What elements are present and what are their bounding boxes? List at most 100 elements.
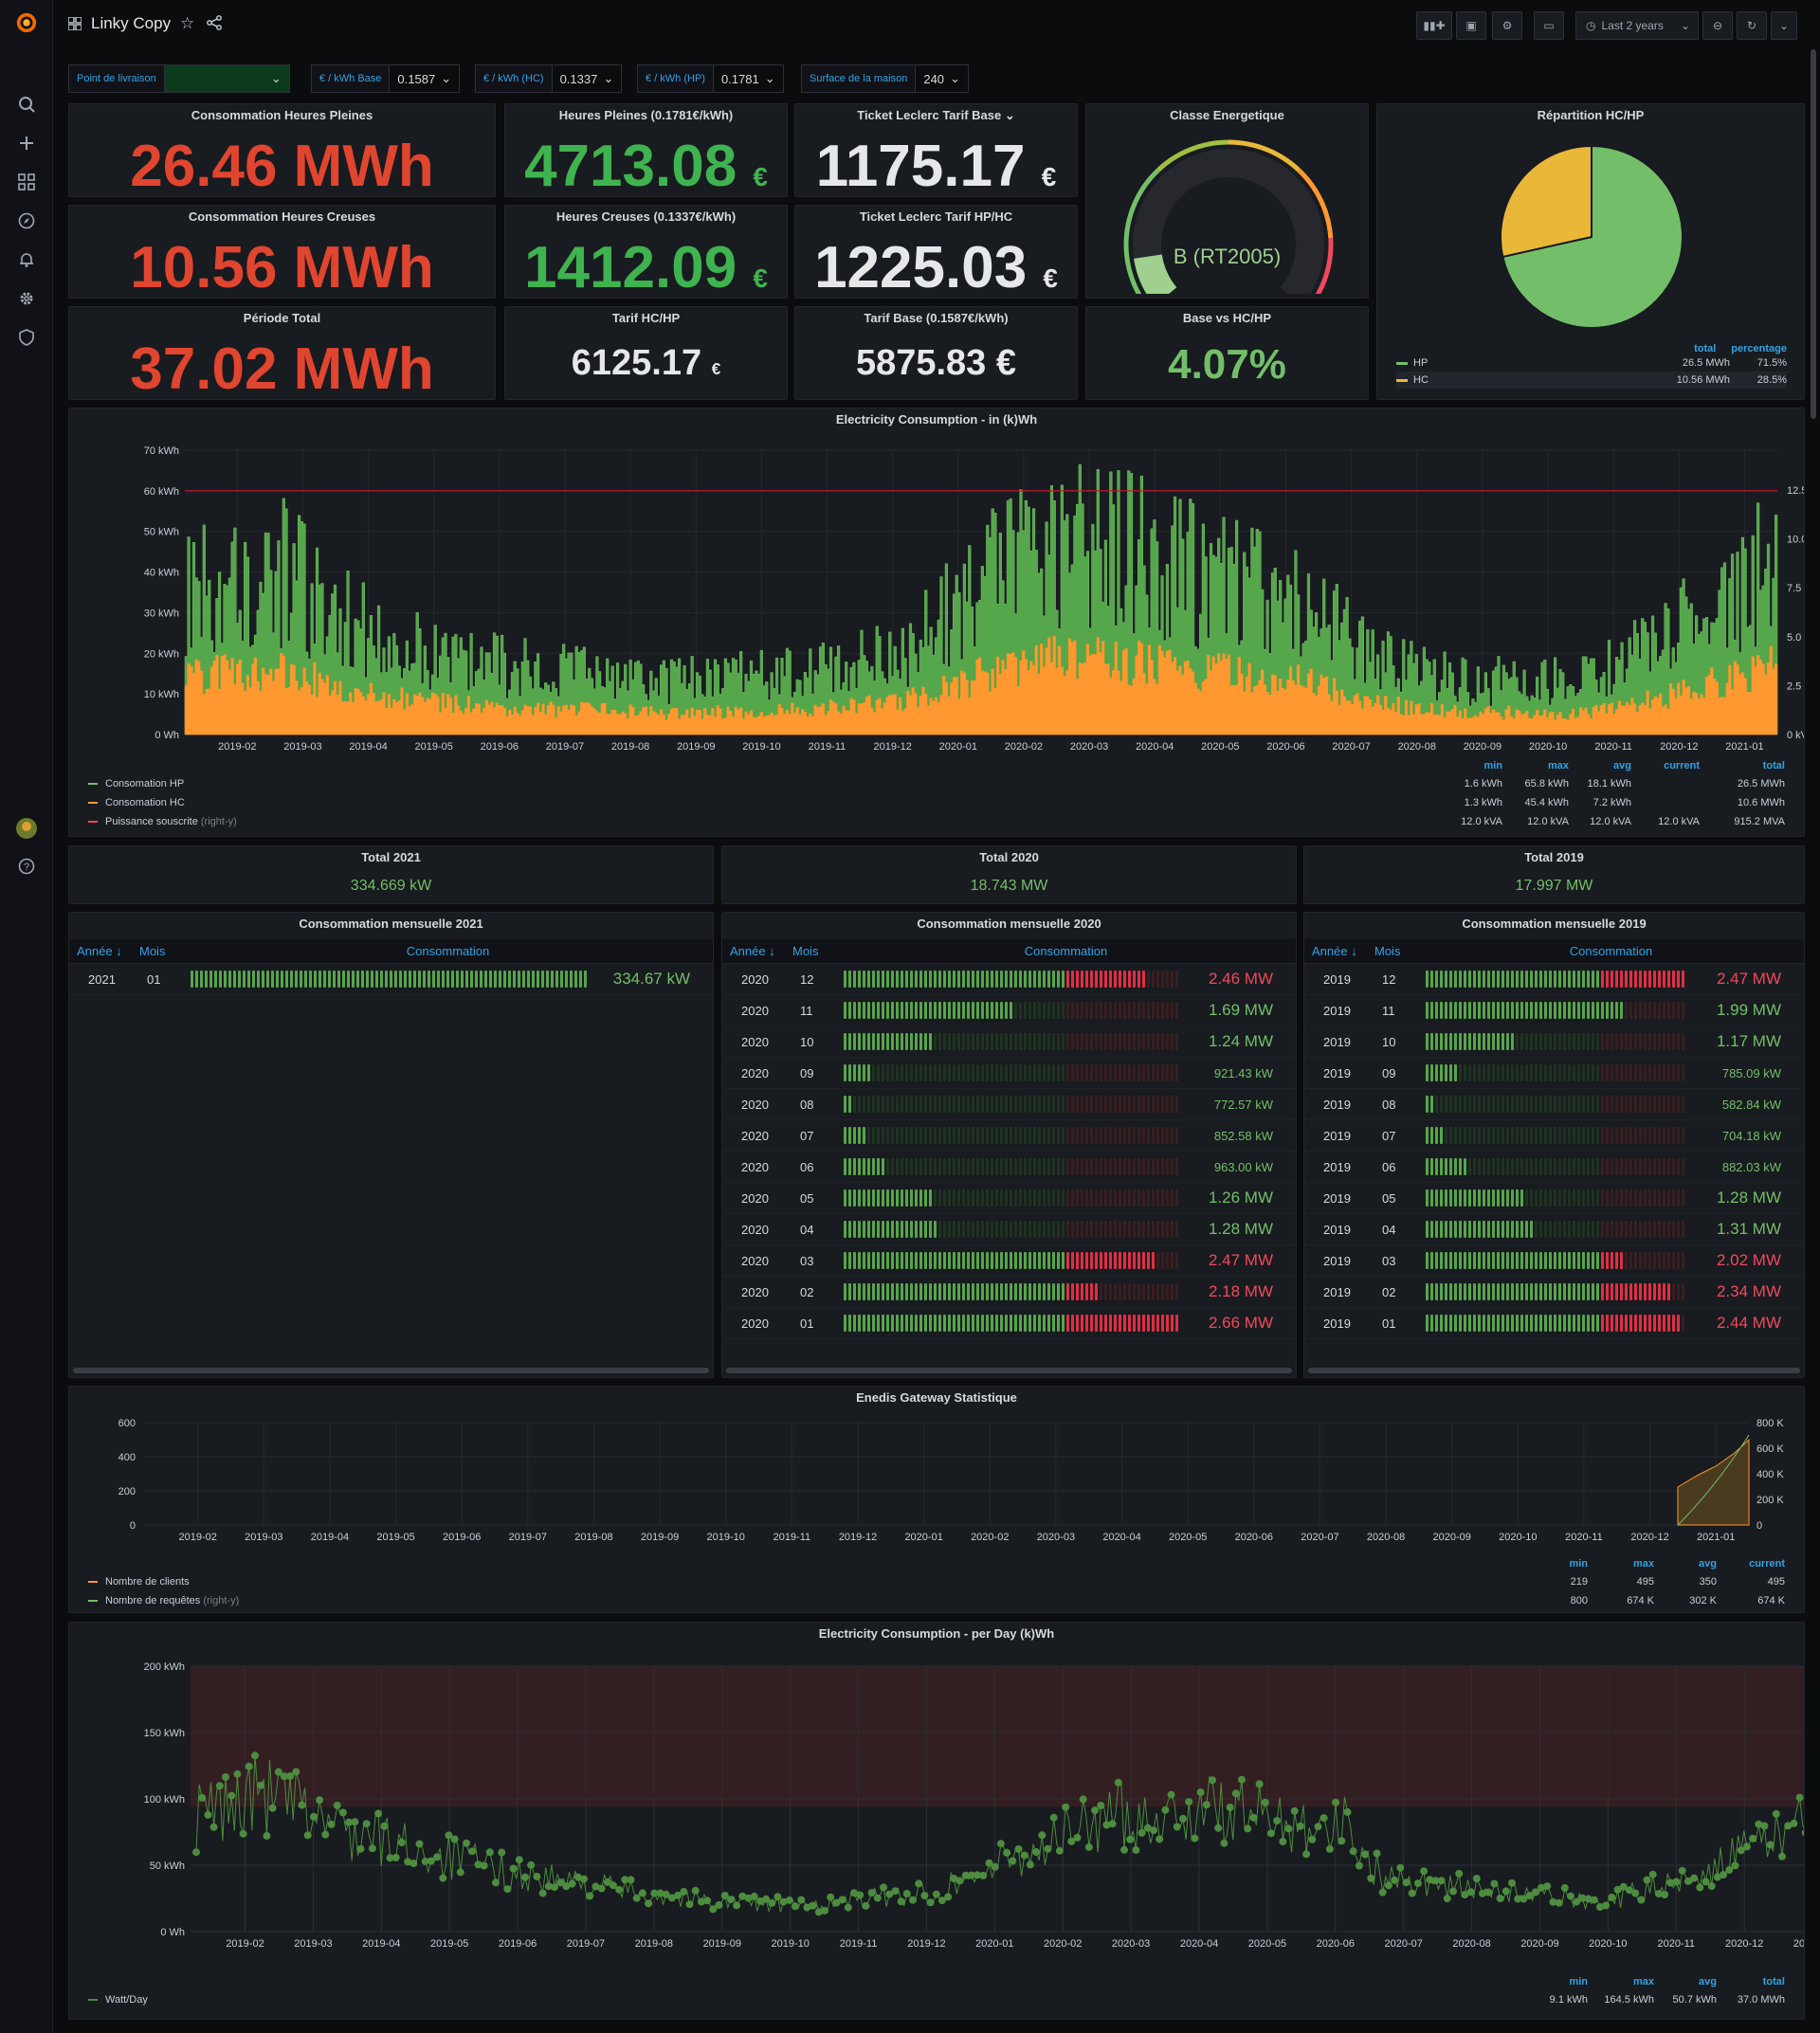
legend-header[interactable]: current [1749,1558,1785,1570]
table-row[interactable]: 2020 11 1.69 MW [722,995,1296,1026]
var-kwh-hp[interactable]: € / kWh (HP) 0.1781 ⌄ [637,64,784,93]
col-header-month[interactable]: Mois [792,944,819,958]
refresh-interval-chevron-icon[interactable]: ⌄ [1771,11,1797,40]
legend-header[interactable]: avg [1613,760,1631,771]
add-panel-icon[interactable]: ▮▮✚ [1416,11,1452,40]
page-scrollbar[interactable] [1811,49,1816,419]
help-icon[interactable]: ? [15,855,38,878]
panel-title[interactable]: Ticket Leclerc Tarif HP/HC [859,209,1013,224]
panel-title[interactable]: Classe Energetique [1170,108,1284,122]
table-row[interactable]: 2019 10 1.17 MW [1304,1026,1804,1058]
table-row[interactable]: 2020 12 2.46 MW [722,964,1296,995]
horizontal-scrollbar[interactable] [73,1368,709,1373]
panel-title[interactable]: Enedis Gateway Statistique [856,1390,1017,1405]
time-range-picker[interactable]: ◷ Last 2 years ⌄ [1575,11,1699,40]
col-header-year[interactable]: Année ↓ [1312,944,1357,958]
var-kwh-hc[interactable]: € / kWh (HC) 0.1337 ⌄ [475,64,623,93]
save-icon[interactable]: ▣ [1456,11,1486,40]
share-icon[interactable] [207,15,222,33]
panel-title[interactable]: Consommation mensuelle 2021 [299,917,483,931]
table-row[interactable]: 2019 08 582.84 kW [1304,1089,1804,1120]
table-row[interactable]: 2020 01 2.66 MW [722,1308,1296,1339]
panel-title[interactable]: Electricity Consumption - per Day (k)Wh [818,1626,1055,1641]
table-row[interactable]: 2020 04 1.28 MW [722,1214,1296,1245]
panel-title[interactable]: Tarif HC/HP [611,311,681,325]
panel-title[interactable]: Total 2019 [1524,850,1584,864]
panel-title[interactable]: Période Total [243,311,321,325]
tv-mode-icon[interactable]: ▭ [1534,11,1564,40]
dashboard-grid-icon[interactable] [67,16,82,33]
var-dropdown[interactable]: 0.1337 ⌄ [552,64,623,93]
legend-row[interactable]: Consomation HP 1.6 kWh 65.8 kWh 18.1 kWh 26… [88,774,1785,793]
table-row[interactable]: 2020 09 921.43 kW [722,1058,1296,1089]
table-row[interactable]: 2020 02 2.18 MW [722,1277,1296,1308]
table-row[interactable]: 2019 05 1.28 MW [1304,1183,1804,1214]
table-row[interactable]: 2020 10 1.24 MW [722,1026,1296,1058]
legend-header[interactable]: total [1762,760,1785,771]
col-header-consumption[interactable]: Consommation [1024,944,1108,958]
legend-header[interactable]: min [1569,1976,1588,1988]
table-row[interactable]: 2019 04 1.31 MW [1304,1214,1804,1245]
table-row[interactable]: 2020 07 852.58 kW [722,1120,1296,1152]
panel-title[interactable]: Consommation mensuelle 2020 [917,917,1101,931]
legend-header[interactable]: current [1664,760,1700,771]
star-icon[interactable]: ☆ [180,14,195,32]
legend-row[interactable]: Nombre de clients 219 495 350 495 [88,1572,1785,1591]
legend-header[interactable]: total [1694,343,1717,354]
settings-icon[interactable]: ⚙ [1492,11,1522,40]
legend-header[interactable]: total [1762,1976,1785,1988]
var-dropdown[interactable]: ⌄ [164,64,290,93]
table-row[interactable]: 2019 02 2.34 MW [1304,1277,1804,1308]
var-dropdown[interactable]: 240 ⌄ [916,64,969,93]
panel-title[interactable]: Répartition HC/HP [1537,108,1645,122]
grafana-logo-icon[interactable] [15,11,38,34]
col-header-month[interactable]: Mois [139,944,166,958]
col-header-year[interactable]: Année ↓ [730,944,775,958]
panel-title[interactable]: Electricity Consumption - in (k)Wh [835,412,1038,427]
legend-header[interactable]: min [1569,1558,1588,1570]
panel-title[interactable]: Base vs HC/HP [1182,311,1272,325]
legend-row[interactable]: Watt/Day 9.1 kWh 164.5 kWh 50.7 kWh 37.0 MW… [88,1990,1785,2009]
panel-title[interactable]: Consommation Heures Pleines [191,108,373,122]
panel-title[interactable]: Consommation Heures Creuses [188,209,376,224]
search-icon[interactable] [15,93,38,116]
legend-row[interactable]: Nombre de requêtes (right-y) 800 674 K 302… [88,1591,1785,1610]
shield-icon[interactable] [15,326,38,349]
col-header-month[interactable]: Mois [1374,944,1401,958]
table-row[interactable]: 2019 03 2.02 MW [1304,1245,1804,1277]
explore-icon[interactable] [15,209,38,232]
table-row[interactable]: 2019 07 704.18 kW [1304,1120,1804,1152]
plus-icon[interactable] [15,132,38,154]
table-row[interactable]: 2019 12 2.47 MW [1304,964,1804,995]
horizontal-scrollbar[interactable] [726,1368,1292,1373]
legend-header[interactable]: percentage [1731,343,1787,354]
horizontal-scrollbar[interactable] [1308,1368,1800,1373]
col-header-year[interactable]: Année ↓ [77,944,122,958]
legend-header[interactable]: max [1547,760,1569,771]
table-row[interactable]: 2020 08 772.57 kW [722,1089,1296,1120]
bell-icon[interactable] [15,248,38,271]
legend-row[interactable]: HC 10.56 MWh 28.5% [1396,372,1787,389]
panel-title[interactable]: Tarif Base (0.1587€/kWh) [864,311,1009,325]
panel-title[interactable]: Heures Pleines (0.1781€/kWh) [558,108,734,122]
table-row[interactable]: 2019 01 2.44 MW [1304,1308,1804,1339]
gear-icon[interactable] [15,287,38,310]
legend-header[interactable]: max [1632,1558,1654,1570]
var-point-de-livraison[interactable]: Point de livraison ⌄ [68,64,290,93]
table-row[interactable]: 2020 03 2.47 MW [722,1245,1296,1277]
refresh-icon[interactable]: ↻ [1737,11,1767,40]
table-row[interactable]: 2019 11 1.99 MW [1304,995,1804,1026]
table-row[interactable]: 2019 06 882.03 kW [1304,1152,1804,1183]
var-kwh-base[interactable]: € / kWh Base 0.1587 ⌄ [311,64,461,93]
dashboards-icon[interactable] [15,171,38,193]
avatar[interactable] [15,817,38,840]
var-surface[interactable]: Surface de la maison 240 ⌄ [801,64,969,93]
table-row[interactable]: 2019 09 785.09 kW [1304,1058,1804,1089]
panel-title[interactable]: Total 2020 [979,850,1039,864]
table-row[interactable]: 2021 01 334.67 kW [69,964,713,995]
var-dropdown[interactable]: 0.1781 ⌄ [713,64,784,93]
legend-header[interactable]: min [1483,760,1502,771]
